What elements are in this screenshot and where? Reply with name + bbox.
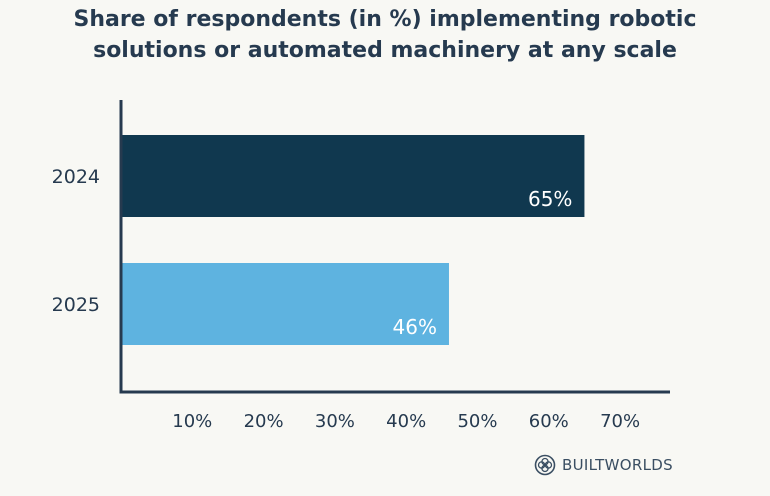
builtworlds-logo-icon bbox=[534, 454, 556, 476]
category-label-2024: 2024 bbox=[52, 166, 100, 188]
x-tick-label-30: 30% bbox=[315, 411, 355, 432]
data-label-2025: 46% bbox=[393, 315, 437, 339]
x-tick-label-50: 50% bbox=[457, 411, 497, 432]
x-tick-label-70: 70% bbox=[600, 411, 640, 432]
data-label-2024: 65% bbox=[528, 187, 572, 211]
chart-title-line-2: solutions or automated machinery at any … bbox=[93, 38, 677, 63]
x-tick-label-40: 40% bbox=[386, 411, 426, 432]
category-label-2025: 2025 bbox=[52, 294, 100, 316]
bar-2024 bbox=[121, 135, 585, 217]
bar-2025 bbox=[121, 263, 449, 345]
x-tick-label-20: 20% bbox=[244, 411, 284, 432]
brand-footer: BUILTWORLDS bbox=[534, 453, 673, 477]
x-tick-label-60: 60% bbox=[529, 411, 569, 432]
chart-title: Share of respondents (in %) implementing… bbox=[0, 4, 770, 66]
x-tick-label-10: 10% bbox=[172, 411, 212, 432]
brand-name: BUILTWORLDS bbox=[562, 456, 673, 474]
chart-title-line-1: Share of respondents (in %) implementing… bbox=[73, 7, 697, 32]
